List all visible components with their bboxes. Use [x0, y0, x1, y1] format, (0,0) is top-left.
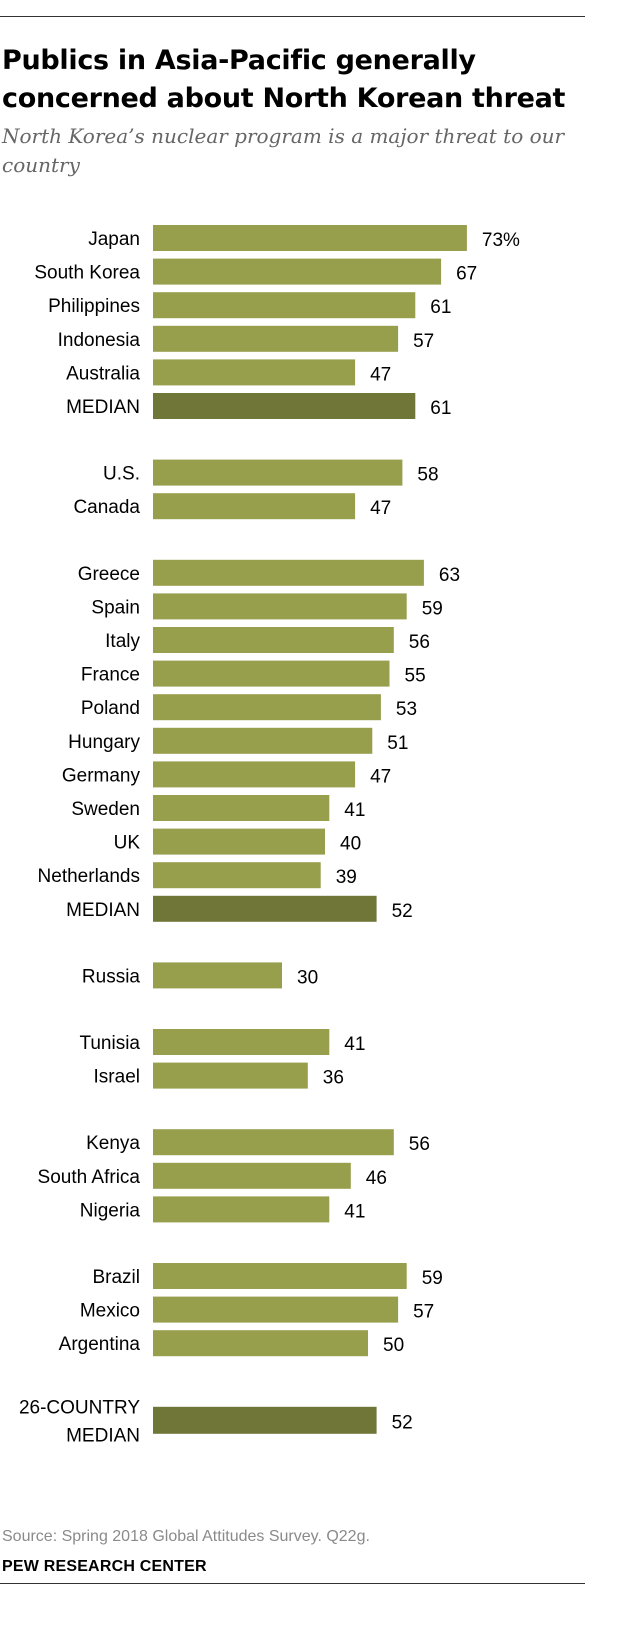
category-label-line: MEDIAN [66, 1425, 140, 1446]
category-label: Argentina [59, 1334, 141, 1355]
value-label: 41 [344, 1201, 365, 1222]
value-label: 30 [297, 967, 318, 988]
chart-subtitle: North Korea’s nuclear program is a major… [2, 124, 565, 177]
category-label: Italy [105, 631, 140, 652]
bar-sweden [153, 795, 330, 821]
bar-japan [153, 225, 467, 251]
value-label: 57 [413, 1302, 434, 1323]
category-label: Netherlands [38, 866, 140, 887]
bar-spain [153, 593, 407, 620]
bar-median [153, 393, 416, 419]
bar-tunisia [153, 1029, 330, 1055]
value-label: 52 [392, 1412, 413, 1433]
category-label: Israel [94, 1067, 140, 1088]
bar-indonesia [153, 325, 399, 352]
value-label: 46 [366, 1168, 387, 1189]
bar-germany [153, 761, 356, 788]
category-label: Germany [62, 765, 141, 786]
category-label: Sweden [71, 799, 140, 820]
bar-france [153, 660, 390, 687]
value-label: 61 [430, 398, 451, 419]
value-label: 58 [417, 465, 438, 486]
value-label: 36 [323, 1068, 344, 1089]
bar-israel [153, 1062, 308, 1089]
chart-title: Publics in Asia-Pacific generally concer… [2, 45, 566, 114]
category-label: Kenya [86, 1133, 140, 1154]
bar-canada [153, 493, 356, 520]
bar-netherlands [153, 862, 321, 889]
value-label: 39 [336, 867, 357, 888]
category-label: Japan [88, 229, 140, 250]
category-label: Canada [73, 497, 140, 518]
value-label: 41 [344, 800, 365, 821]
value-label: 57 [413, 331, 434, 352]
category-label: Tunisia [79, 1033, 140, 1054]
bar-mexico [153, 1296, 399, 1323]
category-label: MEDIAN [66, 900, 140, 921]
category-label-line: 26-COUNTRY [19, 1397, 140, 1418]
value-label: 59 [422, 1268, 443, 1289]
category-label: France [81, 665, 140, 686]
category-label: UK [114, 833, 141, 854]
value-label: 41 [344, 1034, 365, 1055]
bar-south-korea [153, 258, 442, 285]
category-label: Australia [66, 363, 140, 384]
bar-brazil [153, 1263, 407, 1289]
category-label: Poland [81, 698, 140, 719]
bottom-rule [0, 1583, 585, 1584]
value-label: 47 [370, 364, 391, 385]
bar-greece [153, 559, 424, 586]
bar-26-country-median [153, 1406, 377, 1434]
category-label: Brazil [92, 1267, 140, 1288]
category-label: Hungary [68, 732, 140, 753]
value-label: 40 [340, 834, 361, 855]
bar-italy [153, 627, 394, 653]
bar-uk [153, 828, 325, 855]
brand-logo-text: PEW RESEARCH CENTER [2, 1558, 207, 1575]
value-label: 51 [387, 733, 408, 754]
bar-u-s- [153, 459, 403, 486]
bar-philippines [153, 292, 416, 319]
category-label: Russia [82, 966, 141, 987]
bar-hungary [153, 727, 373, 754]
category-label: Philippines [48, 296, 140, 317]
category-label: South Africa [38, 1167, 141, 1188]
value-label: 55 [405, 666, 426, 687]
bar-south-africa [153, 1162, 351, 1189]
value-label: 56 [409, 1134, 430, 1155]
bar-chart: Japan 73% South Korea 67 Philippines 61 Indone… [19, 225, 520, 1446]
value-label: 59 [422, 598, 443, 619]
category-label: South Korea [34, 263, 140, 284]
category-label: Indonesia [58, 330, 141, 351]
bar-australia [153, 359, 356, 386]
value-label: 50 [383, 1335, 404, 1356]
bar-argentina [153, 1330, 368, 1357]
category-label: MEDIAN [66, 397, 140, 418]
value-label: 47 [370, 498, 391, 519]
category-label: Nigeria [80, 1200, 141, 1221]
value-label: 52 [392, 901, 413, 922]
value-label: 47 [370, 766, 391, 787]
top-rule [0, 16, 585, 17]
value-label: 61 [430, 297, 451, 318]
value-label: 56 [409, 632, 430, 653]
category-label: Spain [91, 597, 140, 618]
bar-russia [153, 962, 282, 989]
category-label: Greece [78, 564, 140, 585]
bar-nigeria [153, 1196, 330, 1223]
value-label: 63 [439, 565, 460, 586]
bar-median [153, 895, 377, 922]
value-label: 67 [456, 264, 477, 285]
source-note: Source: Spring 2018 Global Attitudes Sur… [2, 1528, 370, 1545]
value-label: 73% [482, 230, 520, 251]
category-label: U.S. [103, 464, 140, 485]
category-label: Mexico [80, 1301, 140, 1322]
bar-kenya [153, 1129, 394, 1156]
value-label: 53 [396, 699, 417, 720]
bar-poland [153, 694, 381, 721]
